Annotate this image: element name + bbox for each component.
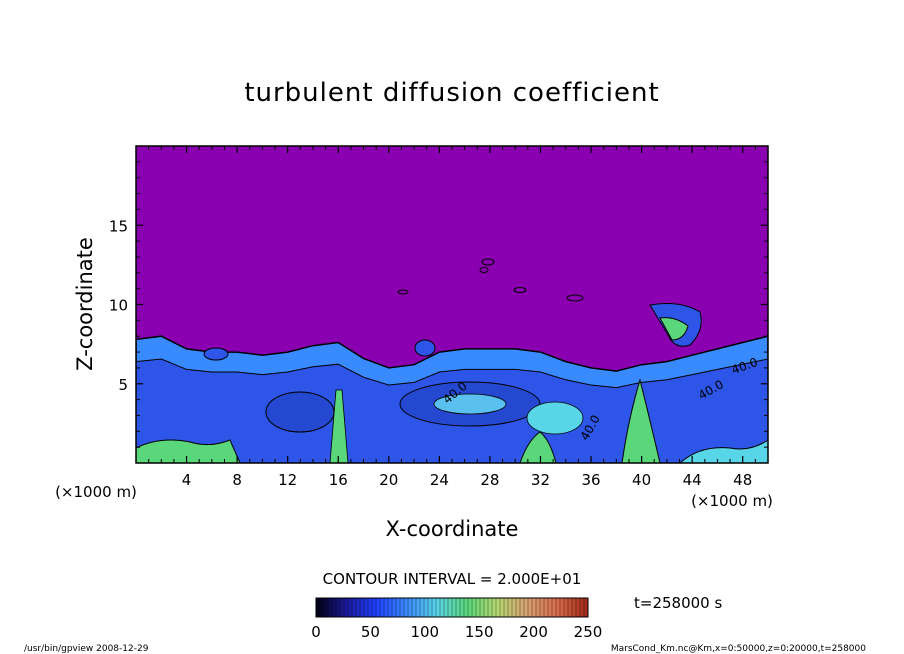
x-tick-label: 4 <box>182 471 192 489</box>
plot-field <box>136 146 768 463</box>
surface-band-right2 <box>679 439 768 463</box>
y-tick-label: 15 <box>109 217 128 235</box>
time-label: t=258000 s <box>634 594 722 612</box>
x-tick-label: 32 <box>531 471 550 489</box>
colorbar-tick-label: 200 <box>519 623 548 641</box>
x-axis-label: X-coordinate <box>386 517 519 541</box>
footer-right: MarsCond_Km.nc@Km,x=0:50000,z=0:20000,t=… <box>611 644 866 654</box>
z-unit-label: (×1000 m) <box>55 483 137 501</box>
colorbar-tick-label: 250 <box>574 623 603 641</box>
x-tick-label: 44 <box>683 471 702 489</box>
surface-band-left <box>136 439 241 463</box>
x-axis: 4 8 12 16 20 24 28 32 36 40 44 48 <box>148 146 756 489</box>
upper-contour-blobs <box>203 258 702 361</box>
x-tick-label: 24 <box>430 471 449 489</box>
y-axis: 5 10 15 <box>109 161 768 448</box>
colorbar-tick-label: 150 <box>465 623 494 641</box>
eddy-center-core <box>433 393 507 415</box>
colorbar-tick-label: 100 <box>410 623 439 641</box>
x-unit-label: (×1000 m) <box>691 492 773 510</box>
x-tick-label: 8 <box>232 471 242 489</box>
x-tick-label: 12 <box>278 471 297 489</box>
colorbar-ticks: 0 50 100 150 200 250 <box>311 623 602 641</box>
colorbar-tick-label: 50 <box>361 623 380 641</box>
eddy-right <box>526 401 584 435</box>
eddy-left <box>265 391 335 433</box>
x-tick-label: 20 <box>379 471 398 489</box>
colorbar-tick-label: 0 <box>311 623 321 641</box>
y-axis-label: Z-coordinate <box>73 237 97 371</box>
y-tick-label: 5 <box>118 376 128 394</box>
plume-column <box>329 389 349 463</box>
x-tick-label: 48 <box>733 471 752 489</box>
colorbar-stripes <box>319 598 585 617</box>
y-tick-label: 10 <box>109 297 128 315</box>
x-tick-label: 28 <box>480 471 499 489</box>
surface-band-right <box>621 378 661 463</box>
x-tick-label: 40 <box>632 471 651 489</box>
footer-left: /usr/bin/gpview 2008-12-29 <box>24 644 149 654</box>
chart-title: turbulent diffusion coefficient <box>244 78 659 108</box>
x-tick-label: 36 <box>581 471 600 489</box>
surface-band-mid <box>519 431 557 463</box>
contour-interval: CONTOUR INTERVAL = 2.000E+01 <box>323 570 582 588</box>
x-tick-label: 16 <box>329 471 348 489</box>
